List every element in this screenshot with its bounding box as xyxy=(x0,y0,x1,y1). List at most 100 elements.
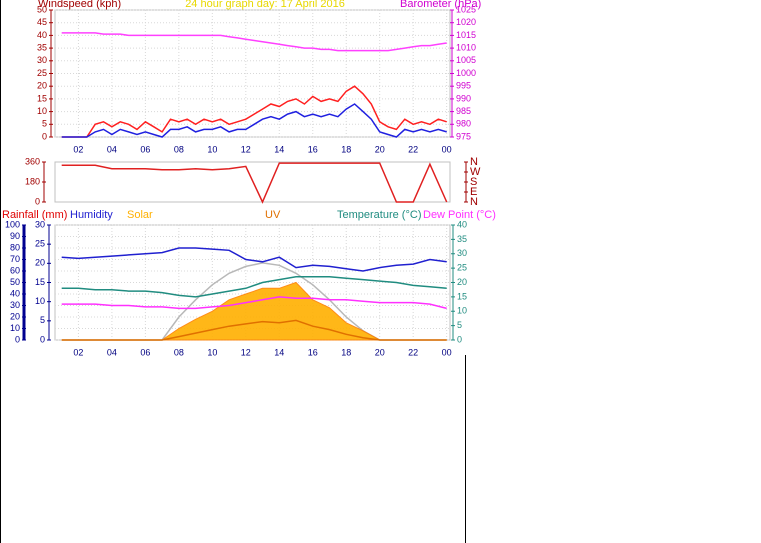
y-tick-label: N xyxy=(470,156,478,168)
y-tick-label: N xyxy=(470,196,478,208)
y-tick-label: 1005 xyxy=(456,55,476,65)
legend-entry: Solar xyxy=(127,209,153,221)
y-tick-label: 20 xyxy=(457,277,467,287)
y-tick-label: 25 xyxy=(35,239,45,249)
x-tick-label: 08 xyxy=(174,347,184,357)
solar-area xyxy=(61,281,447,341)
data-line xyxy=(61,162,448,204)
y-tick-label: 30 xyxy=(10,300,20,310)
y-tick-label: 10 xyxy=(10,323,20,333)
y-tick-label: W xyxy=(470,166,481,178)
y-tick-label: 30 xyxy=(457,248,467,258)
chart-title: 24 hour graph day: 17 April 2016 xyxy=(185,0,345,10)
y-tick-label: 990 xyxy=(456,93,471,103)
y-tick-label: 5 xyxy=(457,320,462,330)
data-line xyxy=(61,85,447,138)
legend-entry: Humidity xyxy=(70,209,113,221)
x-tick-label: 12 xyxy=(241,144,251,154)
y-tick-label: 35 xyxy=(457,234,467,244)
x-tick-label: 04 xyxy=(107,144,117,154)
y-tick-label: 1015 xyxy=(456,30,476,40)
y-tick-label: 1020 xyxy=(456,17,476,27)
y-tick-label: 985 xyxy=(456,106,471,116)
x-tick-label: 00 xyxy=(442,347,452,357)
data-line xyxy=(61,296,447,310)
y-tick-label: 50 xyxy=(37,4,47,14)
x-tick-label: 14 xyxy=(274,144,284,154)
x-tick-label: 20 xyxy=(375,347,385,357)
x-tick-label: 02 xyxy=(73,144,83,154)
y-tick-label: 15 xyxy=(37,93,47,103)
legend-entry: UV xyxy=(265,209,281,221)
y-tick-label: 0 xyxy=(42,131,47,141)
y-tick-label: S xyxy=(470,176,477,188)
x-tick-label: 22 xyxy=(408,347,418,357)
y-tick-label: 60 xyxy=(10,265,20,275)
data-line xyxy=(61,103,447,138)
y-tick-label: 50 xyxy=(10,277,20,287)
data-line xyxy=(61,32,447,52)
y-tick-label: 40 xyxy=(457,219,467,229)
y-tick-label: 360 xyxy=(25,156,40,166)
y-tick-label: 25 xyxy=(37,68,47,78)
axis-label: Rainfall (mm) xyxy=(2,209,67,221)
plot-area xyxy=(54,9,451,138)
y-tick-label: 80 xyxy=(10,242,20,252)
data-line xyxy=(61,247,447,272)
x-tick-label: 16 xyxy=(308,144,318,154)
y-tick-label: 1010 xyxy=(456,42,476,52)
y-tick-label: 10 xyxy=(35,296,45,306)
y-tick-label: 975 xyxy=(456,131,471,141)
y-tick-label: 35 xyxy=(37,42,47,52)
plot-area xyxy=(54,161,451,203)
y-tick-label: 20 xyxy=(37,81,47,91)
y-tick-label: 40 xyxy=(10,288,20,298)
data-line xyxy=(61,276,447,298)
legend-entry: Temperature (°C) xyxy=(337,209,421,221)
x-tick-label: 02 xyxy=(73,347,83,357)
y-tick-label: 1025 xyxy=(456,4,476,14)
y-tick-label: 0 xyxy=(15,334,20,344)
y-tick-label: 5 xyxy=(40,315,45,325)
y-tick-label: 5 xyxy=(42,119,47,129)
y-tick-label: 30 xyxy=(35,219,45,229)
y-tick-label: 180 xyxy=(25,176,40,186)
x-tick-label: 18 xyxy=(341,144,351,154)
x-tick-label: 10 xyxy=(207,347,217,357)
y-tick-label: 30 xyxy=(37,55,47,65)
x-tick-label: 20 xyxy=(375,144,385,154)
y-tick-label: 25 xyxy=(457,263,467,273)
y-tick-label: 15 xyxy=(35,277,45,287)
y-tick-label: 1000 xyxy=(456,68,476,78)
y-tick-label: 0 xyxy=(35,196,40,206)
x-tick-label: 16 xyxy=(308,347,318,357)
x-tick-label: 18 xyxy=(341,347,351,357)
y-tick-label: 90 xyxy=(10,231,20,241)
x-tick-label: 08 xyxy=(174,144,184,154)
data-line xyxy=(61,319,447,341)
x-tick-label: 04 xyxy=(107,347,117,357)
y-tick-label: 45 xyxy=(37,17,47,27)
x-tick-label: 06 xyxy=(140,347,150,357)
y-tick-label: 70 xyxy=(10,254,20,264)
legend-entry: Dew Point (°C) xyxy=(423,209,496,221)
y-tick-label: 10 xyxy=(37,106,47,116)
y-tick-label: 100 xyxy=(5,219,20,229)
x-tick-label: 12 xyxy=(241,347,251,357)
x-tick-label: 10 xyxy=(207,144,217,154)
x-tick-label: 06 xyxy=(140,144,150,154)
y-tick-label: 995 xyxy=(456,81,471,91)
y-tick-label: 15 xyxy=(457,291,467,301)
y-tick-label: 0 xyxy=(457,334,462,344)
y-tick-label: 20 xyxy=(10,311,20,321)
x-tick-label: 14 xyxy=(274,347,284,357)
y-tick-label: 10 xyxy=(457,306,467,316)
y-tick-label: 20 xyxy=(35,258,45,268)
y-tick-label: 0 xyxy=(40,334,45,344)
x-tick-label: 00 xyxy=(442,144,452,154)
x-tick-label: 22 xyxy=(408,144,418,154)
y-tick-label: 40 xyxy=(37,30,47,40)
y-tick-label: 980 xyxy=(456,119,471,129)
y-tick-label: E xyxy=(470,186,477,198)
